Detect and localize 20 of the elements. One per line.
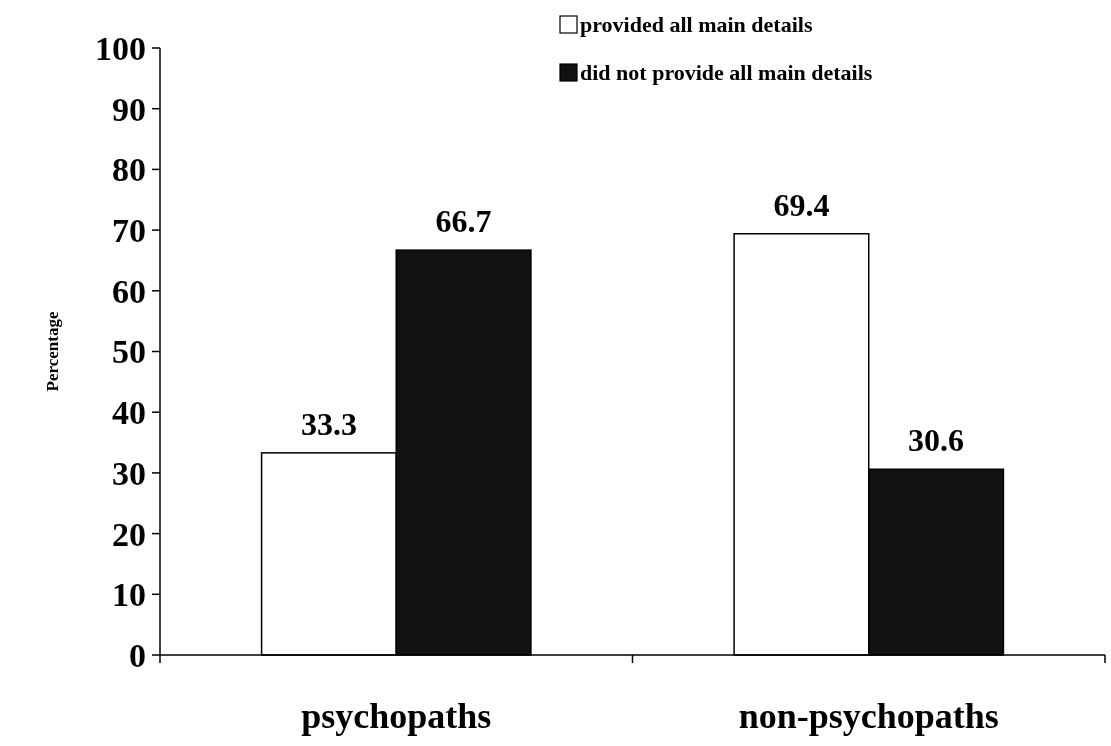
- x-tick-label: non-psychopaths: [738, 696, 999, 736]
- y-tick-label: 30: [112, 454, 146, 492]
- x-tick-label: psychopaths: [301, 696, 492, 736]
- y-tick-label: 20: [112, 515, 146, 553]
- legend-label: provided all main details: [580, 12, 813, 37]
- data-label: 66.7: [435, 203, 492, 240]
- data-label: 69.4: [773, 186, 830, 223]
- y-tick-label: 40: [112, 394, 146, 432]
- y-tick-label: 90: [112, 90, 146, 128]
- data-label: 30.6: [908, 422, 965, 459]
- y-tick-label: 80: [112, 151, 146, 189]
- y-tick-label: 0: [129, 636, 146, 674]
- y-tick-label: 10: [112, 576, 146, 614]
- y-tick-label: 100: [95, 29, 146, 67]
- y-axis-title: Percentage: [43, 311, 62, 392]
- y-tick-label: 50: [112, 333, 146, 371]
- y-tick-label: 60: [112, 272, 146, 310]
- legend-label: did not provide all main details: [580, 60, 873, 85]
- y-tick-label: 70: [112, 212, 146, 249]
- data-label: 33.3: [300, 405, 357, 442]
